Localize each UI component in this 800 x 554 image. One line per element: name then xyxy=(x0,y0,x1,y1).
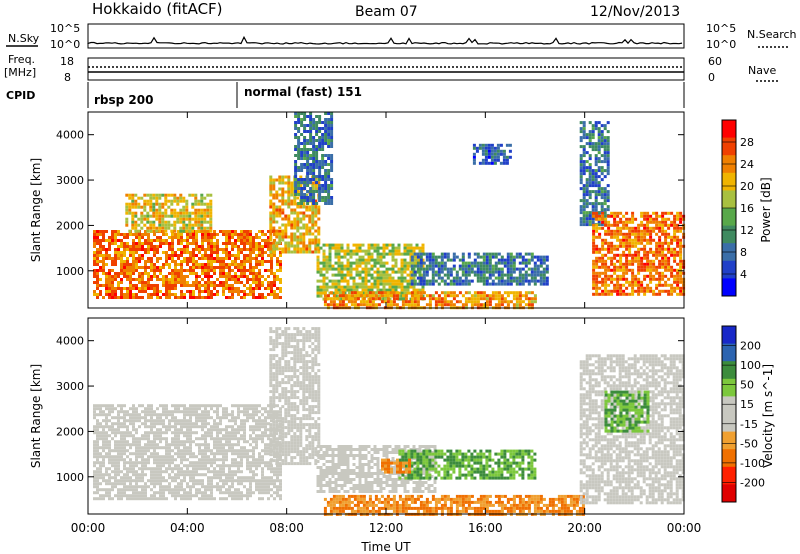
xtick-label: 00:00 xyxy=(667,521,702,535)
velocity-region-7 xyxy=(604,390,650,433)
velocity-ytick-label: 4000 xyxy=(56,335,84,348)
power-panel: 1000 2000 3000 4000 Slant Range [km] 4 8 12 16… xyxy=(29,111,773,310)
velocity-region-4 xyxy=(323,494,585,516)
freq-tick-bottom-right: 0 xyxy=(708,71,715,84)
velocity-colorbar-tick: 15 xyxy=(740,398,754,411)
power-ytick-label: 1000 xyxy=(56,265,84,278)
power-ytick-label: 3000 xyxy=(56,174,84,187)
velocity-region-0 xyxy=(93,404,282,501)
power-region-0 xyxy=(93,230,282,299)
velocity-colorbar-swatch xyxy=(722,414,736,433)
velocity-colorbar-tick: -50 xyxy=(740,437,758,450)
xtick-label: 04:00 xyxy=(170,521,205,535)
velocity-ylabel: Slant Range [km] xyxy=(29,364,43,468)
cpid-mode-normal: normal (fast) 151 xyxy=(244,85,362,99)
freq-tick-bottom-left: 8 xyxy=(64,71,71,84)
noise-strip: N.Sky 10^5 10^0 10^5 10^0 N.Search xyxy=(6,22,797,51)
cpid-label: CPID xyxy=(6,89,35,102)
velocity-colorbar-label: Velocity [m s^-1] xyxy=(761,364,775,468)
x-axis-label: Time UT xyxy=(360,540,411,554)
velocity-region-5 xyxy=(381,458,411,474)
station-title: Hokkaido (fitACF) xyxy=(92,0,223,18)
velocity-region-1 xyxy=(269,327,321,466)
freq-label-1: Freq. xyxy=(8,53,35,66)
velocity-region-3 xyxy=(398,449,537,480)
beam-label: Beam 07 xyxy=(355,4,418,20)
velocity-colorbar-tick: -200 xyxy=(740,476,765,489)
noise-tick-top-left: 10^5 xyxy=(50,22,80,35)
freq-label-2: [MHz] xyxy=(4,66,36,79)
power-colorbar-swatch xyxy=(722,120,736,139)
xtick-label: 12:00 xyxy=(369,521,404,535)
nsky-label: N.Sky xyxy=(8,32,40,45)
power-colorbar-swatch xyxy=(722,225,736,244)
noise-trace xyxy=(87,35,683,45)
velocity-colorbar-swatch xyxy=(722,378,736,397)
power-region-6 xyxy=(323,291,537,310)
power-region-7 xyxy=(472,143,512,165)
velocity-colorbar: 200 100 50 15 -15 -50 -100 -200 xyxy=(721,325,765,503)
velocity-ytick-label: 2000 xyxy=(56,425,84,438)
power-ytick-label: 4000 xyxy=(56,129,84,142)
power-region-3 xyxy=(294,112,334,205)
velocity-region-6 xyxy=(579,354,685,505)
velocity-colorbar-swatch xyxy=(722,431,736,450)
power-colorbar-label: Power [dB] xyxy=(759,177,773,242)
power-ytick-label: 2000 xyxy=(56,219,84,232)
velocity-ytick-label: 1000 xyxy=(56,471,84,484)
nsearch-label: N.Search xyxy=(747,28,797,41)
velocity-data-layer xyxy=(93,327,685,516)
velocity-panel: 1000 2000 3000 4000 00:00 04:00 08:00 12:00 16:0… xyxy=(29,317,775,554)
power-data-layer xyxy=(93,112,686,310)
power-colorbar-tick: 4 xyxy=(740,268,747,281)
power-colorbar-swatch xyxy=(722,278,736,297)
power-region-8 xyxy=(579,121,610,227)
date-label: 12/Nov/2013 xyxy=(590,4,680,20)
power-colorbar-tick: 16 xyxy=(740,202,754,215)
velocity-colorbar-swatch xyxy=(722,361,736,380)
velocity-colorbar-swatch xyxy=(722,343,736,362)
xtick-label: 08:00 xyxy=(269,521,304,535)
power-region-9 xyxy=(592,211,686,296)
frequency-strip: Freq. [MHz] 18 8 60 0 Nave xyxy=(4,53,778,84)
velocity-colorbar-swatch xyxy=(722,484,736,503)
velocity-colorbar-tick: -15 xyxy=(740,418,758,431)
power-colorbar-tick: 8 xyxy=(740,246,747,259)
freq-tick-top-left: 18 xyxy=(60,55,74,68)
nave-label: Nave xyxy=(748,64,776,77)
power-colorbar-tick: 28 xyxy=(740,136,754,149)
velocity-colorbar-swatch xyxy=(722,326,736,345)
power-colorbar: 4 8 12 16 20 24 28 xyxy=(721,119,754,297)
velocity-colorbar-swatch xyxy=(722,449,736,468)
power-colorbar-tick: 24 xyxy=(740,158,754,171)
velocity-colorbar-tick: 100 xyxy=(740,359,761,372)
power-colorbar-swatch xyxy=(722,208,736,227)
xtick-label: 20:00 xyxy=(567,521,602,535)
velocity-colorbar-swatch xyxy=(722,466,736,485)
velocity-colorbar-tick: 50 xyxy=(740,379,754,392)
noise-tick-bottom-right: 10^0 xyxy=(706,38,736,51)
power-colorbar-swatch xyxy=(722,260,736,279)
xtick-label: 00:00 xyxy=(71,521,106,535)
power-region-5 xyxy=(410,252,549,286)
power-colorbar-swatch xyxy=(722,137,736,156)
power-colorbar-tick: 12 xyxy=(740,224,754,237)
power-colorbar-swatch xyxy=(722,172,736,191)
power-region-1 xyxy=(125,193,213,233)
power-ylabel: Slant Range [km] xyxy=(29,158,43,262)
velocity-colorbar-swatch xyxy=(722,396,736,415)
cpid-strip: CPID rbsp 200 normal (fast) 151 xyxy=(6,82,685,108)
freq-tick-top-right: 60 xyxy=(708,55,722,68)
power-colorbar-swatch xyxy=(722,190,736,209)
velocity-colorbar-tick: 200 xyxy=(740,340,761,353)
noise-tick-top-right: 10^5 xyxy=(706,22,736,35)
velocity-ytick-label: 3000 xyxy=(56,380,84,393)
velocity-colorbar-tick: -100 xyxy=(740,457,765,470)
cpid-mode-rbsp: rbsp 200 xyxy=(94,93,153,107)
power-colorbar-tick: 20 xyxy=(740,180,754,193)
xtick-label: 16:00 xyxy=(468,521,503,535)
noise-tick-bottom-left: 10^0 xyxy=(50,38,80,51)
